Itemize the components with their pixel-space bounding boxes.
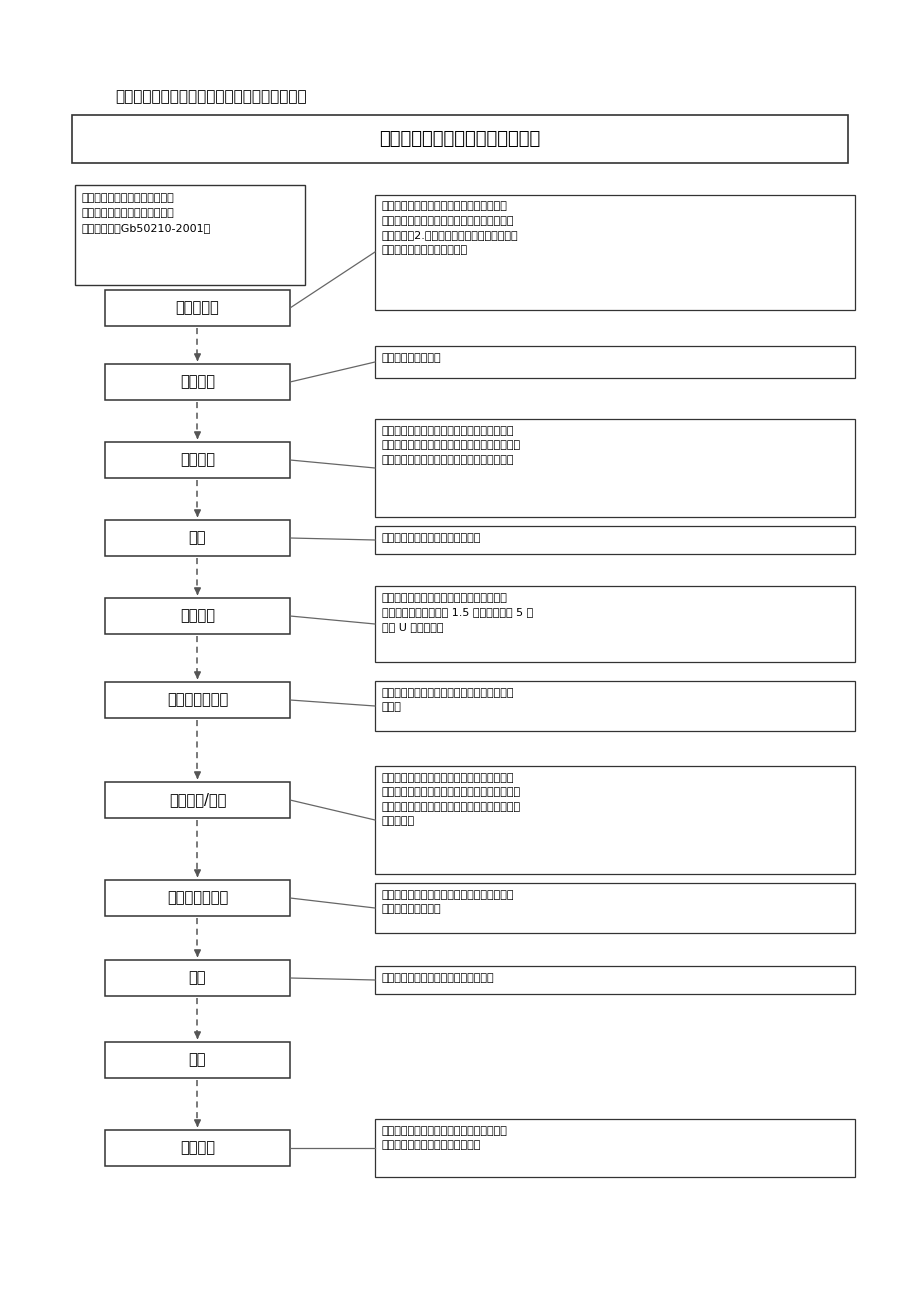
Text: 房地产精装修户内木门施工工艺流程及质量要求: 房地产精装修户内木门施工工艺流程及质量要求: [115, 90, 306, 104]
FancyBboxPatch shape: [375, 967, 854, 994]
FancyBboxPatch shape: [72, 114, 847, 163]
Text: 清洁: 清洁: [188, 531, 206, 545]
FancyBboxPatch shape: [375, 883, 854, 933]
Text: 质量要求：用美纹纸粘贴地板防潮软膜进行
保护，要确保保护膜完整，无裸露: 质量要求：用美纹纸粘贴地板防潮软膜进行 保护，要确保保护膜完整，无裸露: [381, 1125, 507, 1150]
FancyBboxPatch shape: [375, 585, 854, 662]
Text: 安装门框: 安装门框: [180, 453, 215, 467]
FancyBboxPatch shape: [105, 682, 289, 718]
Text: 质量要求：合页安装牢固，方正平直；门扇连
接牢固，留缝均匀顺直，开启灵活，关闭严密，
无倒翘；表面平整，油漆均匀无色差，无划伤，
碰损等缺陷: 质量要求：合页安装牢固，方正平直；门扇连 接牢固，留缝均匀顺直，开启灵活，关闭严…: [381, 773, 520, 826]
Text: 户内木门施工工艺流程及质量要求: 户内木门施工工艺流程及质量要求: [379, 130, 540, 148]
FancyBboxPatch shape: [105, 520, 289, 556]
FancyBboxPatch shape: [375, 195, 854, 310]
FancyBboxPatch shape: [105, 960, 289, 997]
FancyBboxPatch shape: [375, 1119, 854, 1177]
FancyBboxPatch shape: [105, 879, 289, 916]
Text: 成品保护: 成品保护: [180, 1141, 215, 1155]
FancyBboxPatch shape: [105, 290, 289, 327]
FancyBboxPatch shape: [375, 526, 854, 554]
Text: 质量要求：土建移交前必须进行检查门洞口
尺寸是否合格，统计不合格的具体情况，并由
土建整改；2.安装前在复核门洞口尺寸是否合
格，门坎石是否已经安装到位: 质量要求：土建移交前必须进行检查门洞口 尺寸是否合格，统计不合格的具体情况，并由…: [381, 202, 518, 255]
FancyBboxPatch shape: [105, 364, 289, 399]
Text: 要求：面层必须清理干净，无污迹: 要求：面层必须清理干净，无污迹: [381, 533, 481, 543]
Text: 安装侧面贴脸线: 安装侧面贴脸线: [166, 692, 228, 708]
FancyBboxPatch shape: [75, 185, 305, 285]
Text: 注：该工序质量最低标准必须满
足《建筑装饰装修工程施工质量
验收规范》（Gb50210-2001）: 注：该工序质量最低标准必须满 足《建筑装饰装修工程施工质量 验收规范》（Gb50…: [82, 193, 211, 233]
FancyBboxPatch shape: [375, 419, 854, 516]
Text: 底框必须做防腐处理: 底框必须做防腐处理: [381, 353, 441, 363]
FancyBboxPatch shape: [105, 598, 289, 634]
FancyBboxPatch shape: [105, 442, 289, 477]
Text: 门框安装牢固；平整顺直；与墙面自己的塞缝
饱满（泡沫胶）、打钉位在侧面，排列均匀；门
框表面颜色一致，均匀，无碰伤，划痕与钉眼: 门框安装牢固；平整顺直；与墙面自己的塞缝 饱满（泡沫胶）、打钉位在侧面，排列均匀…: [381, 425, 520, 464]
Text: 安装合页/门扇: 安装合页/门扇: [168, 792, 226, 808]
FancyBboxPatch shape: [105, 1042, 289, 1079]
Text: 门洞口检查: 门洞口检查: [176, 301, 219, 316]
Text: 移交: 移交: [188, 1053, 206, 1068]
Text: 清洁: 清洁: [188, 971, 206, 985]
Text: 质量要求：门锁安装牢固，开启灵活；门吸安
装要牢固，位置正确: 质量要求：门锁安装牢固，开启灵活；门吸安 装要牢固，位置正确: [381, 890, 514, 915]
FancyBboxPatch shape: [375, 346, 854, 379]
Text: 底框安装: 底框安装: [180, 375, 215, 389]
Text: 质量要求：侧面贴脸线安装必须牢固；接缝均
匀密实: 质量要求：侧面贴脸线安装必须牢固；接缝均 匀密实: [381, 688, 514, 713]
Text: 质量要求：面层必须清理干净，无污迹: 质量要求：面层必须清理干净，无污迹: [381, 973, 494, 984]
FancyBboxPatch shape: [105, 782, 289, 818]
FancyBboxPatch shape: [375, 680, 854, 731]
Text: 质量要求：整个门套必须用美纹纸粘贴地板
防潮软膜满包保护，并 1.5 米以下必须用 5 厘
米做 U 型护角处理: 质量要求：整个门套必须用美纹纸粘贴地板 防潮软膜满包保护，并 1.5 米以下必须…: [381, 593, 533, 632]
Text: 门锁及门吸安装: 门锁及门吸安装: [166, 890, 228, 905]
Text: 成品保护: 成品保护: [180, 609, 215, 623]
FancyBboxPatch shape: [105, 1131, 289, 1166]
FancyBboxPatch shape: [375, 766, 854, 874]
